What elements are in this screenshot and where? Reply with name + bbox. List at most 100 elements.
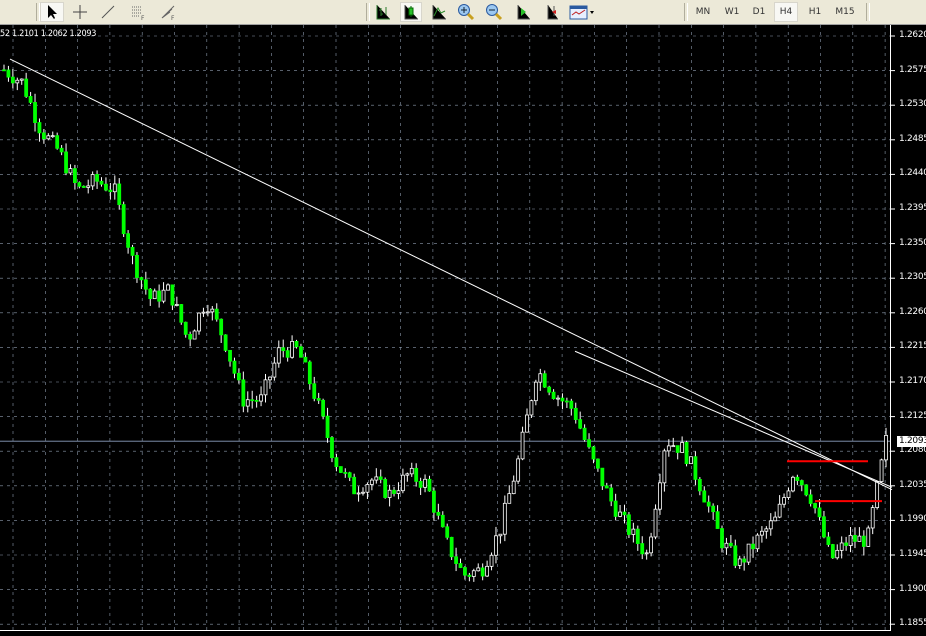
timeframe-d1[interactable]: D1: [752, 7, 766, 17]
timeframe-h1[interactable]: H1: [808, 7, 822, 17]
bear-candle: [334, 457, 339, 467]
chart-shift-icon: [517, 5, 530, 20]
chart-shift-button[interactable]: [512, 2, 534, 22]
bull-candle: [538, 373, 543, 383]
bear-candle: [547, 386, 552, 393]
bull-candle: [680, 442, 685, 453]
autoscroll-button[interactable]: [540, 2, 562, 22]
bear-candle: [148, 288, 153, 300]
price-label: 1.2035: [899, 479, 926, 490]
timeframe-mn[interactable]: MN: [695, 7, 711, 17]
bear-candle: [392, 489, 396, 494]
bear-candle: [37, 122, 42, 134]
bear-candle: [733, 545, 738, 566]
chart-canvas[interactable]: [0, 25, 926, 636]
bull-candle: [516, 458, 521, 482]
bear-candle: [143, 279, 148, 290]
bull-candle: [485, 565, 490, 577]
trendline-button[interactable]: [96, 2, 120, 22]
crosshair-icon: [73, 5, 87, 19]
bar-chart-button[interactable]: [372, 2, 394, 22]
bear-candle: [41, 132, 46, 140]
bull-candle: [356, 492, 361, 495]
timeframe-w1[interactable]: W1: [724, 7, 740, 17]
bear-candle: [582, 427, 587, 441]
bear-candle: [99, 180, 104, 185]
bull-candle: [507, 493, 512, 504]
bull-candle: [166, 284, 170, 291]
bear-candle: [675, 445, 680, 453]
bull-candle: [90, 174, 95, 187]
bear-candle: [480, 567, 485, 577]
bull-candle: [689, 456, 693, 465]
bear-candle: [609, 487, 614, 502]
bear-candle: [440, 514, 445, 528]
bear-candle: [157, 290, 162, 302]
toolbar: F F MN W1 D1 H4 H1 M15: [0, 0, 926, 25]
bear-candle: [467, 574, 472, 577]
bear-candle: [578, 419, 583, 429]
bear-candle: [299, 346, 303, 358]
bear-candle: [281, 347, 286, 352]
candlestick-chart-button[interactable]: [400, 2, 422, 22]
zoom-in-button[interactable]: [455, 2, 477, 22]
line-chart-button[interactable]: [428, 2, 450, 22]
bull-candle: [724, 542, 729, 549]
bull-candle: [192, 330, 197, 340]
bull-candle: [272, 362, 277, 378]
bear-candle: [237, 372, 241, 381]
bull-candle: [201, 311, 206, 314]
bear-candle: [817, 507, 822, 518]
price-label: 1.2440: [899, 168, 926, 179]
timeframe-h4[interactable]: H4: [774, 2, 798, 22]
price-chart[interactable]: [0, 25, 926, 636]
fibonacci-retracement-button[interactable]: F: [126, 2, 150, 22]
bear-candle: [330, 437, 334, 459]
bear-candle: [130, 246, 135, 256]
bear-candle: [702, 490, 707, 503]
price-label: 1.2395: [899, 203, 926, 213]
bull-candle: [405, 473, 410, 476]
bear-candle: [378, 476, 383, 480]
bull-candle: [835, 549, 840, 559]
bull-candle: [768, 520, 773, 530]
zoom-in-icon: [458, 4, 475, 21]
bear-candle: [720, 528, 724, 549]
price-label: 1.1990: [899, 514, 926, 525]
bull-candle: [791, 476, 795, 492]
bear-candle: [316, 398, 321, 401]
bear-candle: [684, 442, 689, 465]
bear-candle: [751, 543, 755, 550]
bear-candle: [804, 484, 809, 496]
bear-candle: [179, 304, 184, 323]
bear-candle: [59, 147, 64, 153]
price-label: 1.2170: [899, 376, 926, 386]
bull-candle: [786, 490, 791, 498]
bull-candle: [361, 491, 365, 494]
bull-candle: [618, 511, 622, 517]
bear-candle: [250, 399, 255, 402]
bear-candle: [600, 467, 605, 487]
bear-candle: [627, 514, 631, 535]
autoscroll-icon: [547, 5, 558, 20]
bear-candle: [28, 96, 33, 103]
bull-candle: [631, 528, 636, 535]
templates-button[interactable]: [568, 2, 596, 22]
bull-candle: [86, 185, 91, 188]
price-label: 1.2125: [899, 410, 926, 421]
zoom-out-button[interactable]: [483, 2, 505, 22]
crosshair-button[interactable]: [68, 2, 92, 22]
bull-candle: [276, 347, 281, 364]
cursor-button[interactable]: [40, 2, 64, 22]
bear-candle: [418, 480, 423, 488]
bull-candle: [649, 536, 653, 554]
fibonacci-fan-button[interactable]: F: [156, 2, 180, 22]
bear-candle: [64, 151, 68, 174]
bear-candle: [343, 472, 348, 474]
zoom-out-icon: [486, 4, 503, 21]
toolbar-separator: [36, 3, 40, 21]
bear-candle: [241, 379, 246, 407]
bear-candle: [285, 350, 290, 358]
bear-candle: [223, 334, 228, 351]
timeframe-m15[interactable]: M15: [835, 7, 855, 17]
